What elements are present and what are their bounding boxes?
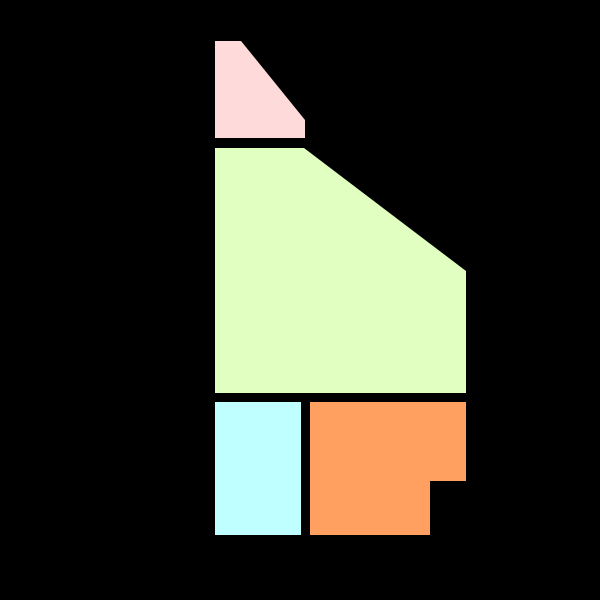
- pink-region: [215, 41, 305, 138]
- green-region: [215, 148, 466, 393]
- cyan-region: [215, 402, 301, 535]
- orange-region: [310, 402, 466, 535]
